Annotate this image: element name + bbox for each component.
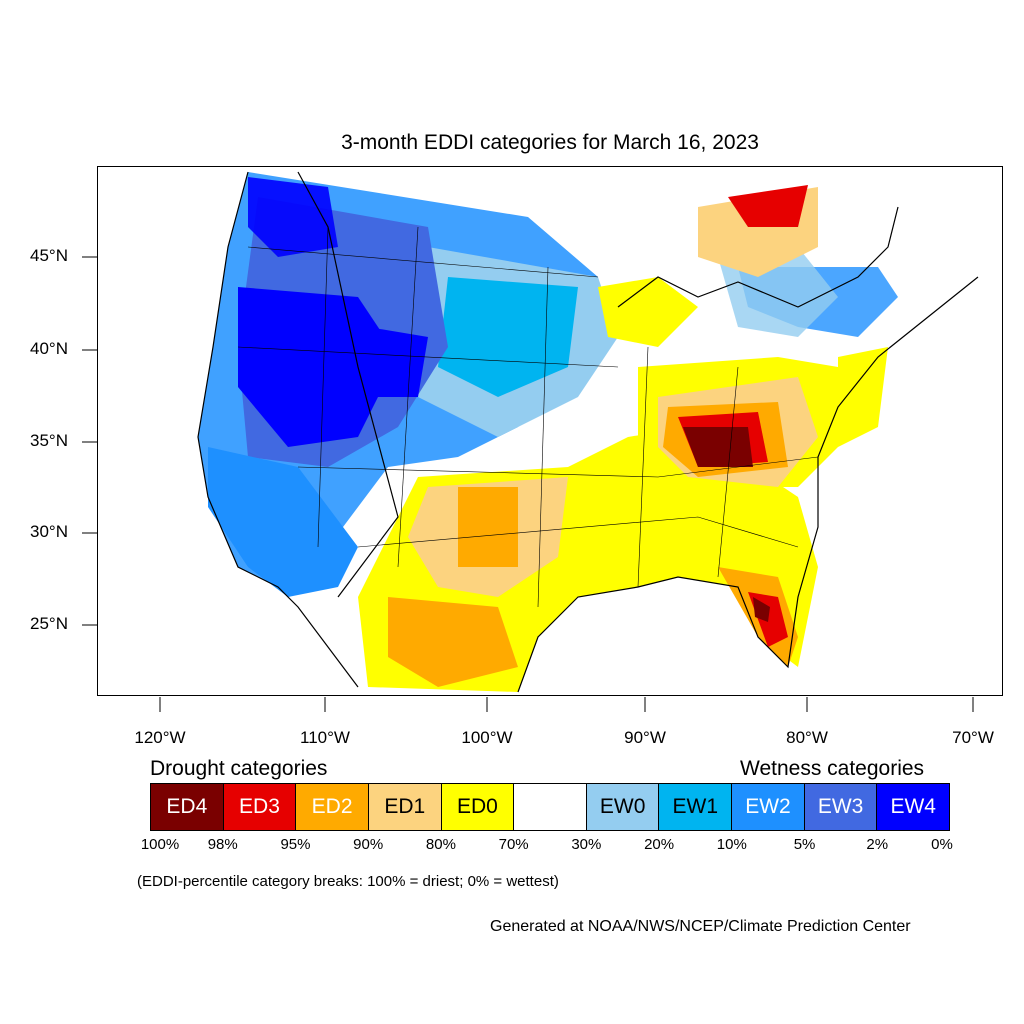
state-borders	[237, 226, 819, 608]
legend-cell-ed1: ED1	[368, 784, 442, 830]
percentile-label: 20%	[644, 836, 675, 853]
map-title: 3-month EDDI categories for March 16, 20…	[341, 131, 759, 154]
wet-ew1-plains	[438, 277, 578, 397]
wet-ew4-north	[248, 177, 338, 257]
legend-cell-ed2: ED2	[296, 784, 369, 830]
drought-ed3-quebec	[728, 185, 808, 227]
wet-ew4-region	[238, 287, 398, 447]
lon-label-110w: 110°W	[300, 728, 350, 747]
legend-cell-normal	[514, 784, 587, 830]
percentile-label: 70%	[498, 836, 529, 853]
credit-line: Generated at NOAA/NWS/NCEP/Climate Predi…	[490, 918, 911, 935]
legend-cell-ed3: ED3	[223, 784, 297, 830]
lon-label-120w: 120°W	[134, 728, 186, 747]
map-canvas	[197, 171, 979, 693]
eddi-map	[97, 166, 1003, 696]
legend-cell-ew1: EW1	[659, 784, 733, 830]
drought-ed4-kentucky	[683, 427, 753, 467]
lat-label-25: 25°N	[30, 614, 68, 633]
category-legend: ED4 ED3 ED2 ED1 ED0 EW0 EW1 EW2 EW3 EW4	[150, 783, 950, 831]
percentile-label: 5%	[793, 836, 816, 853]
drought-ed0-eastcoast	[838, 347, 888, 447]
wet-ew1-california	[208, 447, 358, 597]
axis-ticks	[82, 256, 974, 712]
lat-label-30: 30°N	[30, 522, 68, 541]
percentile-label: 2%	[866, 836, 889, 853]
percentile-label: 95%	[280, 836, 311, 853]
legend-cell-ed4: ED4	[151, 784, 224, 830]
percentile-label: 0%	[931, 836, 953, 853]
lat-label-35: 35°N	[30, 431, 68, 450]
legend-cell-ed0: ED0	[441, 784, 515, 830]
drought-ed0-michigan	[598, 277, 698, 347]
legend-cell-ew4: EW4	[877, 784, 950, 830]
category-note: (EDDI-percentile category breaks: 100% =…	[137, 873, 559, 890]
lat-label-40: 40°N	[30, 339, 68, 358]
drought-ed2-mexico	[388, 597, 518, 687]
percentile-label: 100%	[140, 836, 180, 853]
percentile-label: 80%	[425, 836, 456, 853]
lon-label-80w: 80°W	[786, 728, 828, 747]
coastline	[197, 171, 979, 693]
drought-ed4-florida	[753, 597, 770, 622]
legend-cell-ew2: EW2	[732, 784, 805, 830]
drought-ed2-texas	[458, 487, 518, 567]
wetness-heading: Wetness categories	[740, 757, 925, 780]
percentile-label: 30%	[571, 836, 602, 853]
lon-label-100w: 100°W	[461, 728, 513, 747]
percentile-label: 98%	[207, 836, 238, 853]
legend-cell-ew3: EW3	[804, 784, 878, 830]
percentile-label: 10%	[716, 836, 747, 853]
lat-label-45: 45°N	[30, 246, 68, 265]
drought-heading: Drought categories	[150, 757, 328, 780]
percentile-label: 90%	[353, 836, 384, 853]
wet-ew4-region-2	[368, 327, 428, 397]
lon-label-90w: 90°W	[624, 728, 666, 747]
legend-cell-ew0: EW0	[586, 784, 660, 830]
lon-label-70w: 70°W	[952, 728, 994, 747]
